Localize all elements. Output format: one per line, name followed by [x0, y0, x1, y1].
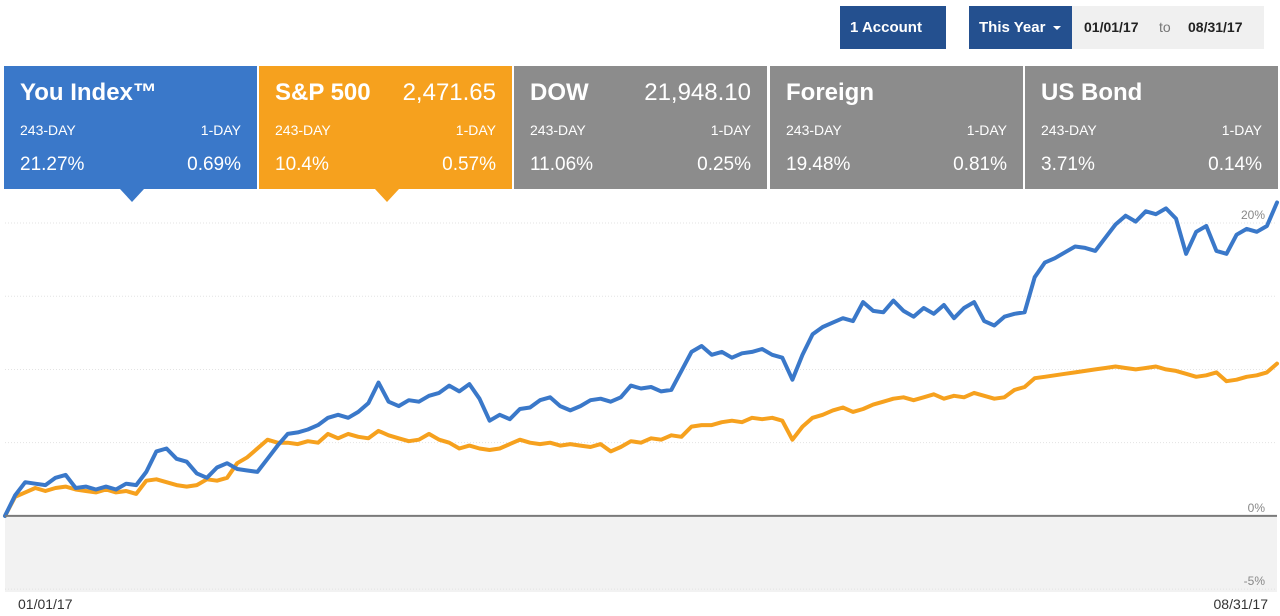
y-tick-label: 0% — [1248, 501, 1266, 515]
series-line — [3, 200, 1279, 518]
tile-dow[interactable]: DOW 21,948.10 243-DAY 1-DAY 11.06% 0.25% — [514, 66, 767, 189]
tile-day-value: 0.69% — [187, 154, 241, 175]
index-tiles: You Index™ 243-DAY 1-DAY 21.27% 0.69% S&… — [4, 66, 1280, 202]
tile-period-value: 10.4% — [275, 154, 329, 175]
x-axis-end-label: 08/31/17 — [1213, 596, 1269, 612]
period-dropdown-label: This Year — [979, 19, 1046, 36]
tile-price: 2,471.65 — [402, 79, 496, 106]
negative-region — [5, 515, 1277, 592]
y-tick-label: -5% — [1244, 574, 1266, 588]
tile-us-bond[interactable]: US Bond 243-DAY 1-DAY 3.71% 0.14% — [1025, 66, 1278, 189]
tile-period-label: 243-DAY — [1041, 122, 1097, 138]
tile-period-label: 243-DAY — [786, 122, 842, 138]
account-dropdown[interactable]: 1 Account — [840, 6, 946, 74]
tile-period-label: 243-DAY — [530, 122, 586, 138]
performance-chart: 20% 0% -5% — [3, 200, 1279, 592]
tile-name: DOW — [530, 79, 589, 106]
selected-pointer-icon — [375, 189, 399, 202]
account-dropdown-label: 1 Account — [850, 19, 922, 36]
tile-day-value: 0.81% — [953, 154, 1007, 175]
y-tick-label: 20% — [1241, 208, 1265, 222]
tile-sp500[interactable]: S&P 500 2,471.65 243-DAY 1-DAY 10.4% 0.5… — [259, 66, 512, 202]
tile-day-label: 1-DAY — [455, 122, 496, 138]
toolbar: 1 Account This Year 01/01/17 to 08/31/17 — [0, 0, 1280, 74]
tile-period-value: 3.71% — [1041, 154, 1095, 175]
end-date[interactable]: 08/31/17 — [1188, 19, 1243, 35]
tile-name: You Index™ — [20, 79, 157, 106]
tile-foreign[interactable]: Foreign 243-DAY 1-DAY 19.48% 0.81% — [770, 66, 1023, 189]
to-label: to — [1159, 19, 1171, 35]
tile-day-value: 0.14% — [1208, 154, 1262, 175]
caret-down-icon — [1053, 26, 1062, 31]
x-axis-start-label: 01/01/17 — [18, 596, 73, 612]
tile-day-value: 0.25% — [697, 154, 751, 175]
tile-day-value: 0.57% — [442, 154, 496, 175]
tile-name: US Bond — [1041, 79, 1143, 106]
tile-day-label: 1-DAY — [710, 122, 751, 138]
tile-name: S&P 500 — [275, 79, 371, 106]
selected-pointer-icon — [120, 189, 144, 202]
date-range[interactable]: 01/01/17 to 08/31/17 — [1072, 6, 1264, 49]
period-dropdown[interactable]: This Year — [969, 6, 1072, 49]
tile-period-value: 19.48% — [786, 154, 851, 175]
start-date[interactable]: 01/01/17 — [1084, 19, 1139, 35]
tile-you-index[interactable]: You Index™ 243-DAY 1-DAY 21.27% 0.69% — [4, 66, 257, 202]
tile-name: Foreign — [786, 79, 874, 106]
tile-period-label: 243-DAY — [275, 122, 331, 138]
tile-day-label: 1-DAY — [200, 122, 241, 138]
tile-period-value: 11.06% — [530, 154, 594, 175]
tile-price: 21,948.10 — [644, 79, 751, 106]
tile-day-label: 1-DAY — [1221, 122, 1262, 138]
tile-period-value: 21.27% — [20, 154, 85, 175]
tile-day-label: 1-DAY — [966, 122, 1007, 138]
series-line — [3, 361, 1279, 518]
tile-period-label: 243-DAY — [20, 122, 76, 138]
